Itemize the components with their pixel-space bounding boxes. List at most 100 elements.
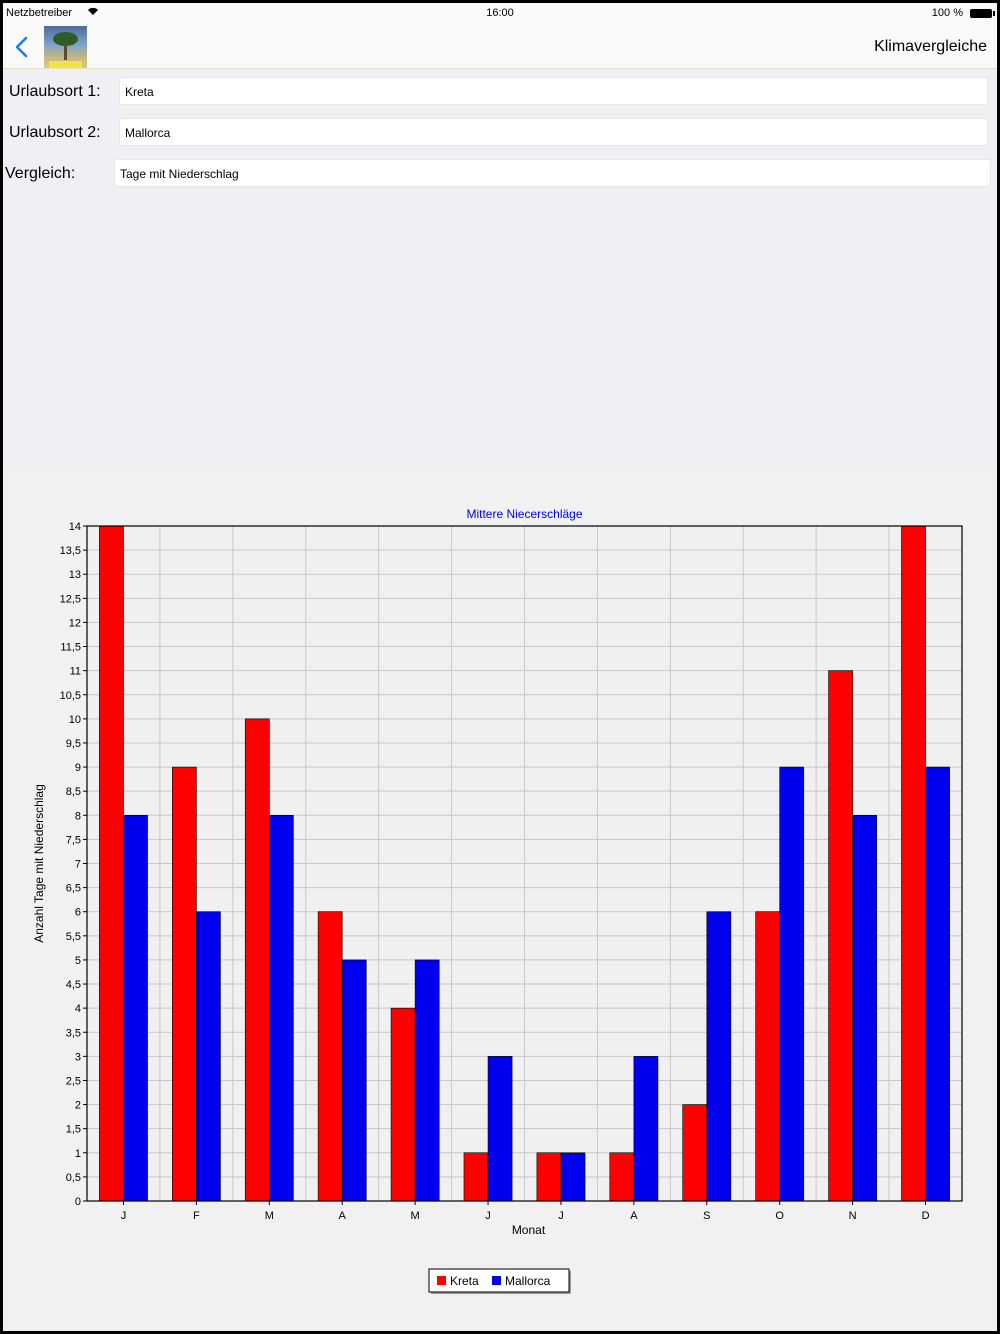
x-tick-label: M [265, 1210, 274, 1222]
bar-mallorca [560, 1152, 586, 1202]
bar-kreta [463, 1152, 489, 1202]
bar-kreta [99, 525, 124, 1202]
app-screen: Netzbetreiber 16:00 100 % Klimavergleich… [3, 3, 997, 1331]
comparison-field[interactable]: Tage mit Niederschlag [114, 159, 991, 187]
bar-kreta [317, 911, 343, 1202]
x-tick-label: J [121, 1210, 127, 1222]
bar-mallorca [779, 766, 805, 1202]
bar-mallorca [706, 911, 732, 1202]
location1-row: Urlaubsort 1: Kreta [3, 74, 997, 106]
y-tick-label: 5 [75, 955, 81, 967]
y-tick-label: 13 [69, 569, 81, 581]
y-tick-label: 10 [69, 714, 81, 726]
battery-percent: 100 % [931, 7, 963, 19]
y-tick-label: 4 [75, 1003, 81, 1015]
bar-kreta [828, 670, 853, 1202]
location2-label: Urlaubsort 2: [9, 124, 101, 141]
y-tick-label: 3 [75, 1051, 81, 1063]
navigation-bar: Klimavergleiche [3, 25, 997, 69]
page-title: Klimavergleiche [874, 38, 987, 55]
bar-kreta [609, 1152, 635, 1202]
plot-border [86, 525, 963, 1202]
bar-mallorca [123, 814, 148, 1202]
bar-mallorca [414, 959, 440, 1202]
y-tick-label: 8,5 [66, 786, 81, 798]
y-tick-label: 2,5 [66, 1075, 81, 1087]
y-tick-label: 0,5 [66, 1172, 81, 1184]
bar-kreta [172, 766, 197, 1202]
x-tick-label: A [339, 1210, 347, 1222]
y-tick-label: 7,5 [66, 834, 81, 846]
x-tick-label: M [411, 1210, 420, 1222]
y-tick-label: 2 [75, 1100, 81, 1112]
legend-label-kreta: Kreta [450, 1274, 479, 1288]
y-tick-label: 10,5 [60, 690, 81, 702]
y-tick-label: 11,5 [60, 642, 81, 654]
legend-label-mallorca: Mallorca [505, 1274, 551, 1288]
bar-mallorca [852, 814, 877, 1202]
y-tick-label: 13,5 [60, 545, 81, 557]
x-axis-label: Monat [512, 1223, 546, 1237]
x-tick-label: J [485, 1210, 491, 1222]
comparison-row: Vergleich: Tage mit Niederschlag [3, 156, 997, 188]
bar-kreta [755, 911, 781, 1202]
x-tick-label: J [558, 1210, 564, 1222]
y-tick-label: 3,5 [66, 1027, 81, 1039]
y-tick-label: 7 [75, 859, 81, 871]
app-logo [44, 26, 87, 68]
location1-label: Urlaubsort 1: [9, 83, 101, 100]
comparison-label: Vergleich: [5, 165, 76, 182]
location2-field[interactable]: Mallorca [119, 118, 988, 146]
y-axis-label: Anzahl Tage mit Niederschlag [32, 784, 46, 943]
x-tick-label: D [922, 1210, 930, 1222]
bar-kreta [536, 1152, 562, 1202]
status-time: 16:00 [486, 7, 514, 19]
bar-mallorca [925, 766, 950, 1202]
bar-kreta [682, 1104, 708, 1202]
y-tick-label: 0 [75, 1196, 81, 1208]
bar-kreta [901, 525, 926, 1202]
x-tick-label: N [849, 1210, 857, 1222]
bar-mallorca [341, 959, 367, 1202]
precipitation-chart: 00,511,522,533,544,555,566,577,588,599,5… [32, 507, 963, 1294]
y-tick-label: 1 [75, 1148, 81, 1160]
wifi-icon [87, 6, 99, 19]
palm-trunk [64, 44, 67, 60]
palm-leaves [53, 32, 78, 46]
legend-swatch-kreta [437, 1276, 446, 1285]
y-tick-label: 12 [69, 617, 81, 629]
logo-badge [49, 61, 82, 68]
status-bar: Netzbetreiber 16:00 100 % [3, 3, 997, 25]
location1-field[interactable]: Kreta [119, 77, 988, 105]
y-tick-label: 8 [75, 810, 81, 822]
bar-mallorca [196, 911, 221, 1202]
bar-mallorca [268, 814, 294, 1202]
y-tick-label: 6 [75, 907, 81, 919]
y-tick-label: 9,5 [66, 738, 81, 750]
y-tick-label: 1,5 [66, 1124, 81, 1136]
y-tick-label: 4,5 [66, 979, 81, 991]
carrier-name: Netzbetreiber [6, 7, 73, 19]
bar-kreta [390, 1007, 416, 1202]
y-tick-label: 12,5 [60, 593, 81, 605]
x-tick-label: S [703, 1210, 710, 1222]
y-tick-label: 9 [75, 762, 81, 774]
bar-kreta [244, 718, 270, 1202]
y-tick-label: 6,5 [66, 883, 81, 895]
bar-mallorca [633, 1056, 659, 1202]
legend-swatch-mallorca [492, 1276, 501, 1285]
x-tick-label: F [193, 1210, 200, 1222]
location2-row: Urlaubsort 2: Mallorca [3, 115, 997, 147]
y-tick-label: 11 [70, 666, 81, 678]
bar-mallorca [487, 1056, 513, 1202]
y-tick-label: 14 [69, 521, 81, 533]
back-button[interactable] [11, 33, 33, 61]
battery-icon [970, 9, 995, 18]
chart-title: Mittere Niecerschläge [466, 507, 582, 521]
x-tick-label: A [630, 1210, 638, 1222]
y-tick-label: 5,5 [66, 931, 81, 943]
chevron-left-icon [15, 36, 28, 58]
x-tick-label: O [775, 1210, 784, 1222]
chart-panel: 0 0,5 1 1,5 2 2,5 3 3,5 4 4,5 5 5,5 6 6,5 7 7,5 8 8,5 9 9,5… [3, 468, 997, 1331]
